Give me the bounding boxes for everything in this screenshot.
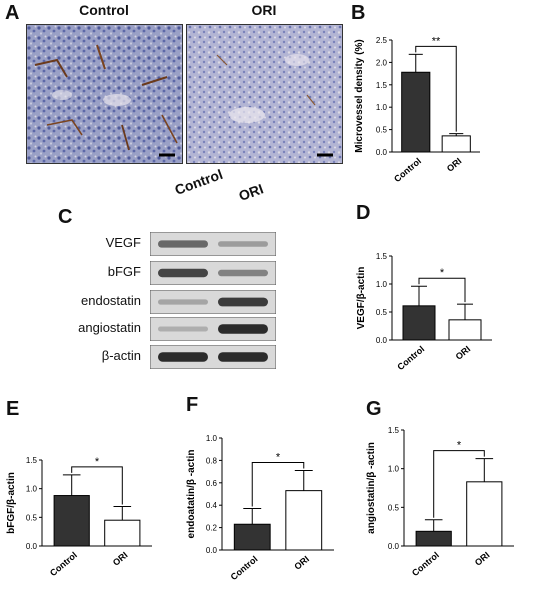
y-tick-label: 1.5 <box>376 81 388 90</box>
panel-label-b: B <box>351 2 366 24</box>
wb-strip-vegf <box>150 232 276 256</box>
y-tick-label: 0.0 <box>376 148 388 157</box>
wb-strip-angiostatin <box>150 317 276 341</box>
y-tick-label: 1.0 <box>388 465 400 474</box>
significance-marker: * <box>440 267 445 279</box>
y-axis-label: bFGF/β-actin <box>6 472 17 534</box>
y-axis-label: endoatatin/β -actin <box>186 450 197 539</box>
chart-e-bfgf: 0.0 0.5 1.0 1.5 bFGF/β-actin Control ORI * <box>6 456 152 578</box>
panel-label-d: D <box>356 202 371 224</box>
y-tick-label: 1.0 <box>376 103 388 112</box>
bar-control <box>233 523 271 551</box>
wb-band-ori <box>218 297 268 307</box>
bar-control <box>401 71 431 153</box>
wb-band-ori <box>218 352 268 362</box>
wb-band-control <box>158 240 208 248</box>
wb-band-ori <box>218 324 268 334</box>
y-tick-label: 1.0 <box>376 280 388 289</box>
wb-strip-beta-actin <box>150 345 276 369</box>
panel-label-a: A <box>5 2 20 24</box>
y-tick-label: 0.5 <box>26 513 38 522</box>
x-tick-label: ORI <box>292 554 311 572</box>
wb-band-control <box>158 326 208 332</box>
significance-marker: * <box>276 451 281 463</box>
wb-label-vegf: VEGF <box>105 235 141 250</box>
significance-marker: * <box>95 456 100 468</box>
y-axis-label: VEGF/β-actin <box>356 267 367 330</box>
histology-title-ori: ORI <box>251 2 277 18</box>
bar-ori <box>466 481 503 547</box>
y-tick-label: 0.5 <box>376 308 388 317</box>
y-tick-label: 2.5 <box>376 36 388 45</box>
wb-label-beta-actin: β-actin <box>101 348 141 363</box>
y-tick-label: 2.0 <box>376 58 388 67</box>
bar-control <box>402 305 436 341</box>
y-tick-label: 1.5 <box>388 426 400 435</box>
x-tick-label: Control <box>395 344 426 372</box>
wb-strip-bfgf <box>150 261 276 285</box>
panel-label-f: F <box>186 394 199 416</box>
chart-d-vegf: 0.0 0.5 1.0 1.5 VEGF/β-actin Control ORI * <box>356 252 492 372</box>
histology-image-control <box>26 24 183 164</box>
wb-column-ori: ORI <box>236 180 266 204</box>
significance-marker: ** <box>432 35 441 47</box>
bar-ori <box>448 319 482 341</box>
panel-label-c: C <box>58 206 73 228</box>
wb-band-control <box>158 268 208 278</box>
wb-band-ori <box>218 269 268 277</box>
y-tick-label: 0.5 <box>376 126 388 135</box>
y-axis-label: angiostatin/β -actin <box>366 442 377 534</box>
panel-label-e: E <box>6 398 20 420</box>
x-tick-label: ORI <box>111 550 130 568</box>
y-tick-label: 0.0 <box>26 542 38 551</box>
significance-marker: * <box>457 440 462 452</box>
y-tick-label: 0.5 <box>388 503 400 512</box>
bar-ori <box>285 490 323 551</box>
wb-strip-endostatin <box>150 290 276 314</box>
significance-bracket <box>433 450 485 518</box>
x-tick-label: Control <box>410 550 441 578</box>
y-tick-label: 0.6 <box>206 479 218 488</box>
significance-bracket <box>251 461 305 507</box>
wb-label-endostatin: endostatin <box>81 293 141 308</box>
y-tick-label: 1.0 <box>206 434 218 443</box>
significance-bracket <box>71 466 123 505</box>
wb-column-control: Control <box>172 165 225 198</box>
y-tick-label: 0.8 <box>206 456 218 465</box>
wb-band-control <box>158 299 208 305</box>
y-tick-label: 0.2 <box>206 524 218 533</box>
y-tick-label: 0.0 <box>388 542 400 551</box>
wb-label-angiostatin: angiostatin <box>78 320 141 335</box>
panel-label-g: G <box>366 398 382 420</box>
bar-ori <box>104 519 141 547</box>
wb-band-control <box>158 352 208 362</box>
histology-texture-ori <box>187 25 342 163</box>
y-tick-label: 1.0 <box>26 485 38 494</box>
histology-texture-control <box>27 25 182 163</box>
wb-band-ori <box>218 241 268 247</box>
x-tick-label: ORI <box>473 550 492 568</box>
x-tick-label: ORI <box>454 344 473 362</box>
y-tick-label: 0.4 <box>206 501 218 510</box>
y-tick-label: 1.5 <box>26 456 38 465</box>
y-tick-label: 1.5 <box>376 252 388 261</box>
significance-bracket <box>415 45 457 132</box>
histology-title-control: Control <box>79 2 129 18</box>
y-tick-label: 0.0 <box>376 336 388 345</box>
y-axis-label: Microvessel density (%) <box>354 39 365 152</box>
x-tick-label: ORI <box>445 156 464 174</box>
x-tick-label: Control <box>392 156 423 184</box>
bar-control <box>53 495 90 547</box>
x-tick-label: Control <box>48 550 79 578</box>
x-tick-label: Control <box>229 554 260 582</box>
bar-control <box>415 530 452 547</box>
significance-bracket <box>418 277 466 303</box>
histology-image-ori <box>186 24 343 164</box>
wb-label-bfgf: bFGF <box>107 264 141 279</box>
chart-g-angiostatin: 0.0 0.5 1.0 1.5 angiostatin/β -actin Control O… <box>366 426 514 578</box>
bar-ori <box>441 135 471 153</box>
chart-b-microvessel-density: 0.0 0.5 1.0 1.5 2.0 2.5 Microvessel density (%… <box>354 35 480 184</box>
chart-f-endostatin: 0.0 0.2 0.4 0.6 0.8 1.0 endoatatin/β -actin Con… <box>186 434 334 582</box>
y-tick-label: 0.0 <box>206 546 218 555</box>
